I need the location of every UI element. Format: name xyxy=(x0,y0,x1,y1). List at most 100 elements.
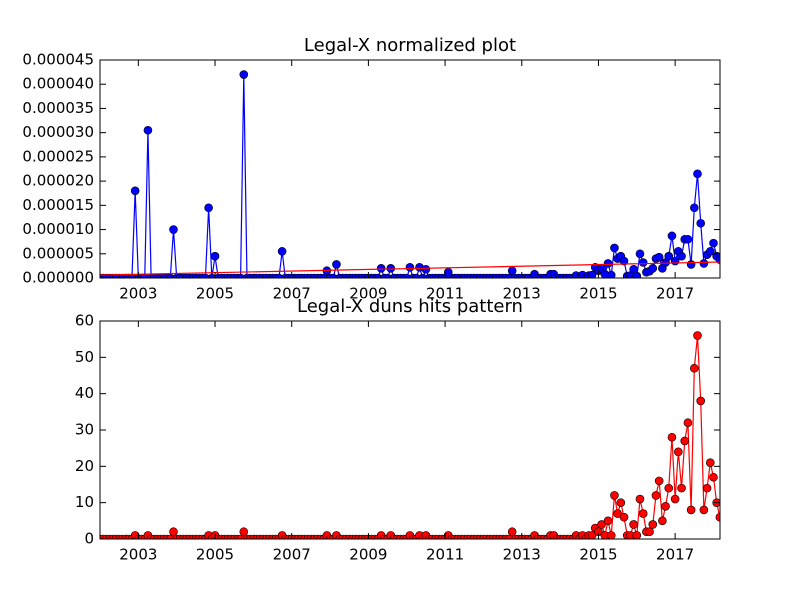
marker xyxy=(603,259,613,268)
x-tick-label: 2011 xyxy=(426,285,464,303)
marker xyxy=(603,516,613,526)
marker xyxy=(693,331,702,340)
marker xyxy=(504,273,514,278)
marker xyxy=(207,273,217,278)
marker xyxy=(635,249,645,259)
y-tick-label: 40 xyxy=(75,384,94,402)
plot-area xyxy=(100,70,720,278)
marker xyxy=(693,169,702,179)
marker xyxy=(143,125,153,135)
marker xyxy=(705,458,715,468)
marker xyxy=(651,491,661,500)
marker xyxy=(169,225,178,234)
marker xyxy=(677,483,686,493)
marker xyxy=(629,520,638,529)
x-tick-label: 2011 xyxy=(426,546,464,564)
marker xyxy=(504,534,514,539)
marker xyxy=(648,264,658,273)
marker xyxy=(632,531,642,539)
series-line xyxy=(100,261,720,276)
marker xyxy=(632,271,642,278)
y-tick-label: 0.000045 xyxy=(22,51,94,69)
x-tick-label: 2009 xyxy=(349,285,387,303)
marker xyxy=(239,70,249,79)
x-tick-label: 2007 xyxy=(273,546,311,564)
marker xyxy=(696,396,706,406)
x-tick-label: 2005 xyxy=(196,285,234,303)
marker xyxy=(686,260,696,269)
marker xyxy=(664,251,674,261)
marker xyxy=(667,432,677,442)
y-tick-label: 0.000000 xyxy=(22,269,94,287)
y-tick-label: 0.000015 xyxy=(22,196,94,214)
x-tick-label: 2009 xyxy=(349,546,387,564)
chart-title: Legal-X duns hits pattern xyxy=(297,296,523,317)
marker xyxy=(705,247,715,256)
y-tick-label: 0.000005 xyxy=(22,244,94,262)
y-tick-label: 0.000040 xyxy=(22,75,94,93)
marker xyxy=(638,258,648,267)
marker xyxy=(165,534,175,539)
y-tick-label: 0.000025 xyxy=(22,147,94,165)
marker xyxy=(667,231,677,241)
marker xyxy=(319,273,328,278)
x-tick-label: 2003 xyxy=(119,285,157,303)
marker xyxy=(376,264,386,273)
marker xyxy=(204,203,213,213)
marker xyxy=(635,494,645,504)
marker xyxy=(210,251,220,261)
axes-frame xyxy=(99,59,721,279)
marker xyxy=(587,531,597,539)
x-tick-label: 2013 xyxy=(503,546,541,564)
chart-title: Legal-X normalized plot xyxy=(304,35,516,56)
marker xyxy=(587,270,597,278)
marker xyxy=(709,472,718,482)
y-tick-label: 0.000035 xyxy=(22,99,94,117)
x-tick-label: 2015 xyxy=(579,285,617,303)
x-tick-label: 2003 xyxy=(119,546,157,564)
marker xyxy=(638,509,648,518)
marker xyxy=(610,243,619,253)
marker xyxy=(606,531,616,539)
marker xyxy=(277,247,287,256)
marker xyxy=(699,505,709,515)
marker xyxy=(619,256,629,266)
marker xyxy=(683,418,693,428)
marker xyxy=(332,260,341,269)
marker xyxy=(680,436,690,446)
marker xyxy=(619,512,629,522)
marker xyxy=(236,273,245,278)
marker xyxy=(670,494,680,504)
marker xyxy=(130,186,140,196)
marker xyxy=(690,203,699,213)
x-tick-label: 2017 xyxy=(656,285,694,303)
marker xyxy=(648,520,658,529)
y-tick-label: 0.000030 xyxy=(22,123,94,141)
y-tick-label: 30 xyxy=(75,421,94,439)
marker xyxy=(696,218,706,228)
marker xyxy=(236,534,245,539)
marker xyxy=(664,483,674,493)
marker xyxy=(709,238,718,248)
marker xyxy=(402,273,412,278)
marker xyxy=(645,527,654,537)
y-tick-label: 0.000020 xyxy=(22,172,94,190)
marker xyxy=(690,363,699,373)
x-tick-label: 2013 xyxy=(503,285,541,303)
marker xyxy=(201,273,210,278)
marker xyxy=(421,264,431,274)
marker xyxy=(169,527,178,537)
marker xyxy=(606,270,616,278)
y-tick-label: 0.000010 xyxy=(22,220,94,238)
marker xyxy=(613,509,622,518)
marker xyxy=(328,273,338,278)
plot-area xyxy=(100,331,720,539)
marker xyxy=(686,505,696,515)
marker xyxy=(616,498,626,507)
x-tick-label: 2005 xyxy=(196,546,234,564)
marker xyxy=(661,501,670,511)
y-tick-label: 0 xyxy=(84,530,94,548)
marker xyxy=(683,234,693,244)
marker xyxy=(405,263,415,272)
